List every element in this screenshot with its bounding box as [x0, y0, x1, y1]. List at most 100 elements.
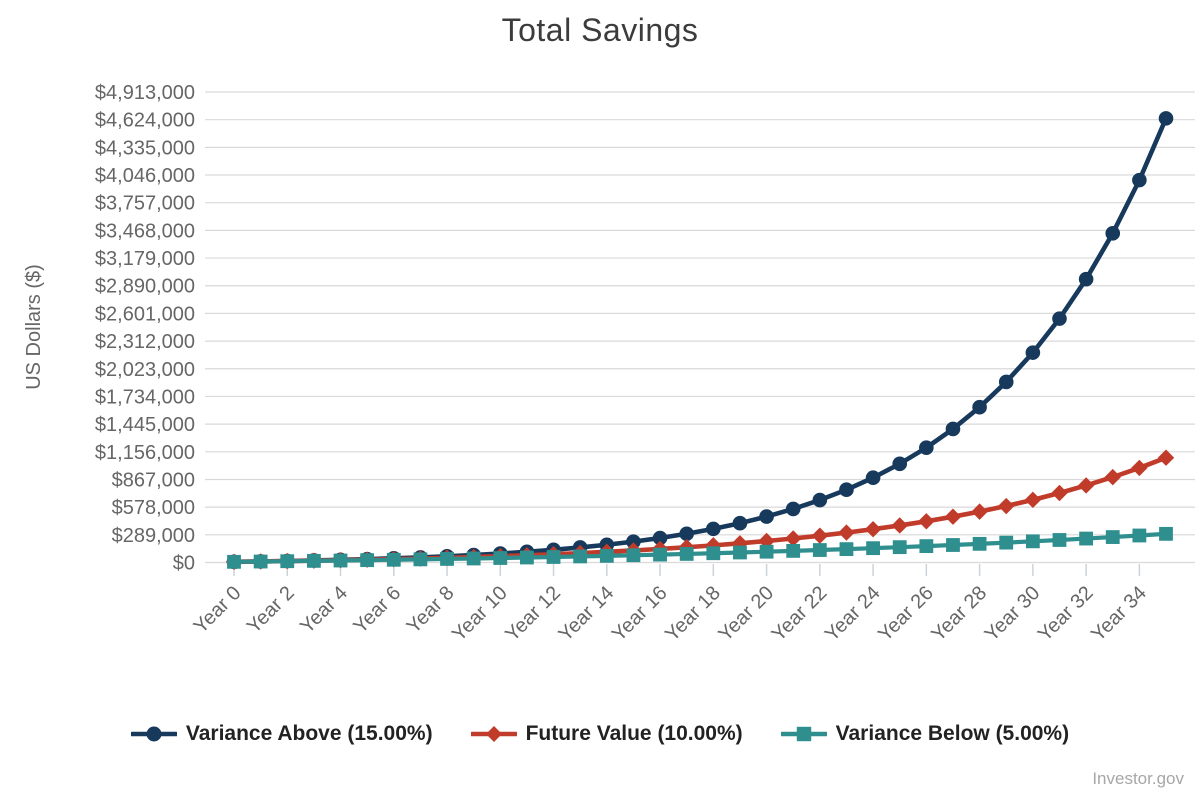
y-tick-label: $289,000 — [112, 525, 195, 547]
y-tick-label: $1,734,000 — [95, 386, 195, 408]
y-tick-label: $3,757,000 — [95, 193, 195, 215]
y-tick-label: $3,468,000 — [95, 220, 195, 242]
data-point — [732, 515, 748, 531]
data-point — [1025, 534, 1040, 549]
data-point — [998, 374, 1014, 390]
square-marker-icon — [780, 726, 827, 742]
legend-item-variance-below[interactable]: Variance Below (5.00%) — [780, 722, 1070, 746]
data-point — [386, 552, 401, 567]
data-point — [1105, 530, 1120, 544]
x-tick-label: Year 6 — [349, 582, 405, 638]
data-point — [413, 552, 428, 567]
data-point — [812, 543, 827, 557]
data-point — [892, 540, 907, 555]
legend-label-variance-below: Variance Below (5.00%) — [835, 722, 1070, 745]
data-point — [1079, 531, 1094, 546]
x-tick-label: Year 14 — [555, 582, 619, 646]
y-tick-label: $3,179,000 — [95, 248, 195, 270]
data-point — [945, 421, 961, 437]
data-point — [919, 440, 934, 455]
data-point — [546, 550, 561, 564]
y-tick-label: $4,624,000 — [95, 110, 195, 132]
x-tick-label: Year 12 — [501, 582, 565, 646]
x-tick-label: Year 24 — [821, 582, 885, 646]
data-point — [866, 541, 880, 556]
data-point — [360, 553, 375, 568]
x-tick-label: Year 2 — [243, 582, 299, 638]
data-point — [864, 521, 882, 538]
y-tick-label: $867,000 — [112, 469, 195, 491]
data-point — [1078, 271, 1094, 287]
x-tick-label: Year 4 — [296, 582, 352, 638]
total-savings-chart: US Dollars ($) $0 $289,000 $578,000 $867,00… — [23, 82, 1195, 646]
diamond-marker-icon — [470, 726, 517, 742]
data-point — [892, 456, 908, 472]
y-tick-label: $4,046,000 — [95, 165, 195, 187]
y-tick-label: $2,890,000 — [95, 276, 195, 298]
data-point — [785, 530, 802, 547]
data-point — [280, 554, 295, 569]
data-point — [679, 547, 694, 561]
legend-item-variance-above[interactable]: Variance Above (15.00%) — [130, 722, 433, 746]
legend-marker-shape — [796, 726, 811, 742]
data-point — [918, 513, 935, 530]
data-point — [1024, 491, 1042, 509]
data-point — [227, 554, 241, 569]
data-point — [1132, 528, 1147, 543]
y-tick-label: $2,312,000 — [95, 331, 195, 353]
x-tick-label: Year 26 — [874, 582, 938, 646]
data-point — [891, 517, 908, 534]
data-point — [1131, 459, 1148, 477]
legend-item-future-value[interactable]: Future Value (10.00%) — [470, 722, 743, 746]
data-point — [520, 550, 534, 565]
x-tick-label: Year 16 — [608, 582, 672, 646]
data-point — [333, 553, 348, 568]
data-point — [573, 549, 588, 564]
data-point — [493, 551, 508, 565]
data-point — [706, 521, 721, 537]
y-tick-label: $1,156,000 — [95, 442, 195, 464]
data-point — [838, 524, 855, 541]
data-point — [839, 482, 854, 498]
data-point — [466, 551, 481, 566]
data-point — [653, 547, 667, 562]
data-point — [785, 501, 801, 517]
data-point — [1025, 345, 1041, 360]
series-variance-below — [227, 526, 1173, 569]
y-tick-label: $2,601,000 — [95, 303, 195, 325]
data-point — [440, 552, 454, 566]
data-point — [812, 492, 828, 508]
x-tick-label: Year 34 — [1087, 582, 1151, 646]
data-point — [944, 508, 962, 525]
chart-title: Total Savings — [501, 12, 699, 48]
data-point — [839, 542, 854, 557]
data-point — [706, 546, 721, 561]
data-point — [786, 543, 801, 558]
data-point — [1052, 533, 1067, 547]
data-point — [705, 537, 722, 554]
data-point — [626, 548, 641, 563]
x-tick-label: Year 18 — [661, 582, 725, 646]
data-point — [253, 554, 268, 569]
data-point — [1105, 226, 1121, 241]
data-point — [679, 526, 694, 542]
data-point — [1157, 449, 1175, 466]
chart-legend: Variance Above (15.00%) Future Value (10… — [0, 722, 1200, 746]
data-point — [1104, 468, 1121, 486]
data-point — [1052, 311, 1067, 326]
gridlines — [205, 91, 1195, 564]
y-tick-label: $578,000 — [112, 497, 195, 519]
x-tick-label: Year 28 — [927, 582, 991, 646]
data-point — [971, 503, 988, 520]
data-point — [1077, 477, 1095, 494]
legend-label-future-value: Future Value (10.00%) — [525, 722, 743, 745]
y-tick-label: $4,913,000 — [95, 82, 195, 104]
legend-marker-shape — [146, 726, 162, 742]
data-point — [811, 527, 829, 544]
data-point — [759, 509, 774, 524]
data-point — [919, 539, 934, 554]
data-point — [652, 530, 668, 546]
x-tick-label: Year 20 — [714, 582, 778, 646]
